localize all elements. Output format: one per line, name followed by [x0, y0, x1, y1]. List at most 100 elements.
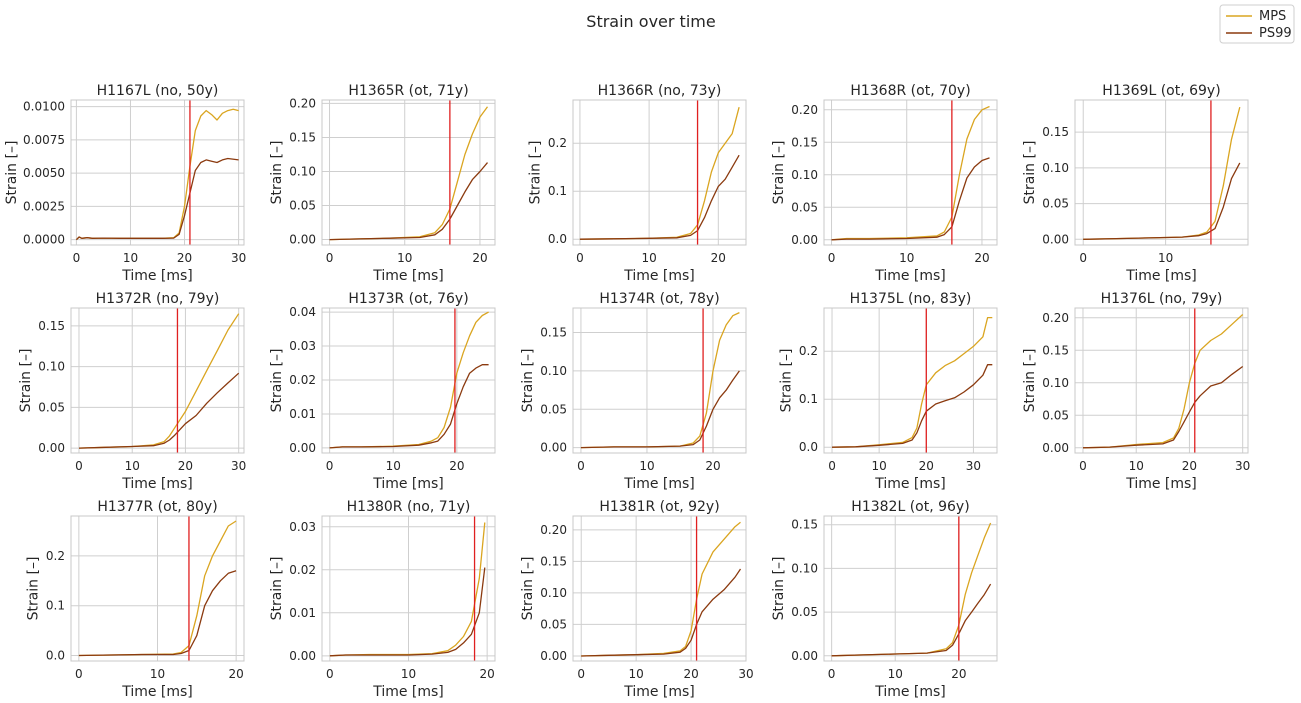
- plot-frame: [70, 307, 245, 454]
- y-tick-label: 0.05: [540, 402, 567, 416]
- x-tick-label: 10: [397, 251, 412, 265]
- legend-label-mps: MPS: [1259, 9, 1286, 24]
- y-tick-label: 0.1: [548, 184, 567, 198]
- plot-frame: [572, 307, 747, 454]
- y-axis-label: Strain [–]: [527, 141, 543, 205]
- subplot-title: H1380R (no, 71y): [347, 499, 471, 515]
- x-axis-label: Time [ms]: [874, 476, 946, 492]
- x-tick-label: 20: [683, 667, 698, 681]
- y-axis-label: Strain [–]: [269, 141, 285, 205]
- plot-frame: [1074, 99, 1249, 246]
- y-tick-label: 0.05: [1042, 408, 1069, 422]
- x-tick-label: 0: [75, 667, 83, 681]
- series-line-ps99: [831, 583, 992, 657]
- y-tick-label: 0.00: [289, 233, 316, 247]
- x-tick-label: 20: [228, 667, 243, 681]
- x-tick-label: 10: [872, 459, 887, 473]
- subplot-title: H1365R (ot, 71y): [348, 83, 468, 99]
- y-tick-label: 0.15: [540, 326, 567, 340]
- x-tick-label: 0: [828, 459, 836, 473]
- x-tick-label: 10: [1158, 251, 1173, 265]
- series-line-mps: [831, 316, 993, 448]
- y-tick-label: 0.0000: [23, 233, 65, 247]
- x-axis-label: Time [ms]: [372, 684, 444, 700]
- subplot-10: 0 10 20 30 0.00 0.05 0.10 0.15 0.20 H1376L (no, 7…: [1022, 291, 1250, 492]
- plot-frame: [823, 515, 998, 662]
- y-tick-label: 0.01: [289, 407, 316, 421]
- series-line-ps99: [78, 372, 240, 449]
- series-line-ps99: [1083, 162, 1241, 240]
- y-tick-label: 0.10: [540, 364, 567, 378]
- x-tick-label: 20: [449, 459, 464, 473]
- x-tick-label: 0: [828, 667, 836, 681]
- x-tick-label: 0: [577, 667, 585, 681]
- plot-frame: [321, 99, 496, 246]
- x-tick-label: 20: [1182, 459, 1197, 473]
- x-tick-label: 10: [641, 251, 656, 265]
- y-tick-label: 0.20: [1042, 311, 1069, 325]
- y-tick-label: 0.15: [38, 319, 65, 333]
- plot-frame: [1074, 307, 1249, 454]
- x-tick-label: 10: [1129, 459, 1144, 473]
- y-tick-label: 0.01: [289, 606, 316, 620]
- series-line-mps: [78, 313, 240, 449]
- x-tick-label: 20: [951, 667, 966, 681]
- legend-label-ps99: PS99: [1259, 26, 1292, 41]
- series-line-ps99: [329, 567, 486, 657]
- plot-frame: [70, 99, 245, 246]
- x-tick-label: 10: [899, 251, 914, 265]
- series-line-mps: [831, 522, 992, 657]
- y-axis-label: Strain [–]: [18, 349, 34, 413]
- plot-frame: [321, 515, 496, 662]
- y-tick-label: 0.15: [289, 130, 316, 144]
- subplot-title: H1167L (no, 50y): [97, 83, 219, 99]
- y-tick-label: 0.15: [1042, 343, 1069, 357]
- y-tick-label: 0.0075: [23, 133, 65, 147]
- y-tick-label: 0.05: [289, 199, 316, 213]
- y-tick-label: 0.00: [791, 649, 818, 663]
- y-tick-label: 0.2: [548, 136, 567, 150]
- x-tick-label: 30: [966, 459, 981, 473]
- y-tick-label: 0.00: [38, 441, 65, 455]
- x-tick-label: 0: [1079, 459, 1087, 473]
- plot-frame: [70, 515, 245, 662]
- plot-frame: [321, 307, 496, 454]
- subplot-7: 0 10 20 0.00 0.01 0.02 0.03 0.04 H1373R (ot, 76y…: [269, 291, 496, 492]
- y-tick-label: 0.05: [38, 400, 65, 414]
- series-line-ps99: [831, 157, 990, 241]
- x-tick-label: 20: [479, 667, 494, 681]
- x-axis-label: Time [ms]: [121, 684, 193, 700]
- x-axis-label: Time [ms]: [372, 268, 444, 284]
- x-tick-label: 20: [919, 459, 934, 473]
- subplot-title: H1376L (no, 79y): [1101, 291, 1223, 307]
- subplot-title: H1373R (ot, 76y): [348, 291, 468, 307]
- x-tick-label: 10: [629, 667, 644, 681]
- y-axis-label: Strain [–]: [269, 349, 285, 413]
- y-tick-label: 0.00: [540, 649, 567, 663]
- x-axis-label: Time [ms]: [623, 268, 695, 284]
- y-axis-label: Strain [–]: [1022, 349, 1038, 413]
- series-line-mps: [329, 106, 489, 241]
- y-axis-label: Strain [–]: [1022, 141, 1038, 205]
- x-tick-label: 0: [828, 251, 836, 265]
- subplot-title: H1375L (no, 83y): [850, 291, 972, 307]
- subplot-13: 0 10 20 30 0.00 0.05 0.10 0.15 0.20 H1381R (ot, 9…: [520, 499, 753, 700]
- x-tick-label: 20: [711, 251, 726, 265]
- plot-frame: [823, 99, 998, 246]
- x-tick-label: 20: [974, 251, 989, 265]
- y-tick-label: 0.02: [289, 563, 316, 577]
- subplot-title: H1381R (ot, 92y): [599, 499, 719, 515]
- subplot-2: 0 10 20 0.00 0.05 0.10 0.15 0.20 H1365R (ot, 71y…: [269, 83, 496, 284]
- y-tick-label: 0.00: [540, 441, 567, 455]
- subplot-title: H1374R (ot, 78y): [599, 291, 719, 307]
- legend: MPS PS99: [1219, 4, 1295, 44]
- subplot-4: 0 10 20 0.00 0.05 0.10 0.15 0.20 H1368R (ot, 70y…: [771, 83, 998, 284]
- y-tick-label: 0.10: [791, 561, 818, 575]
- y-tick-label: 0.0100: [23, 100, 65, 114]
- series-line-mps: [1082, 314, 1244, 449]
- x-tick-label: 10: [150, 667, 165, 681]
- subplot-title: H1382L (ot, 96y): [851, 499, 969, 515]
- x-tick-label: 0: [326, 667, 334, 681]
- subplot-5: 0 10 0.00 0.05 0.10 0.15 H1369L (ot, 69y) Time …: [1022, 83, 1249, 284]
